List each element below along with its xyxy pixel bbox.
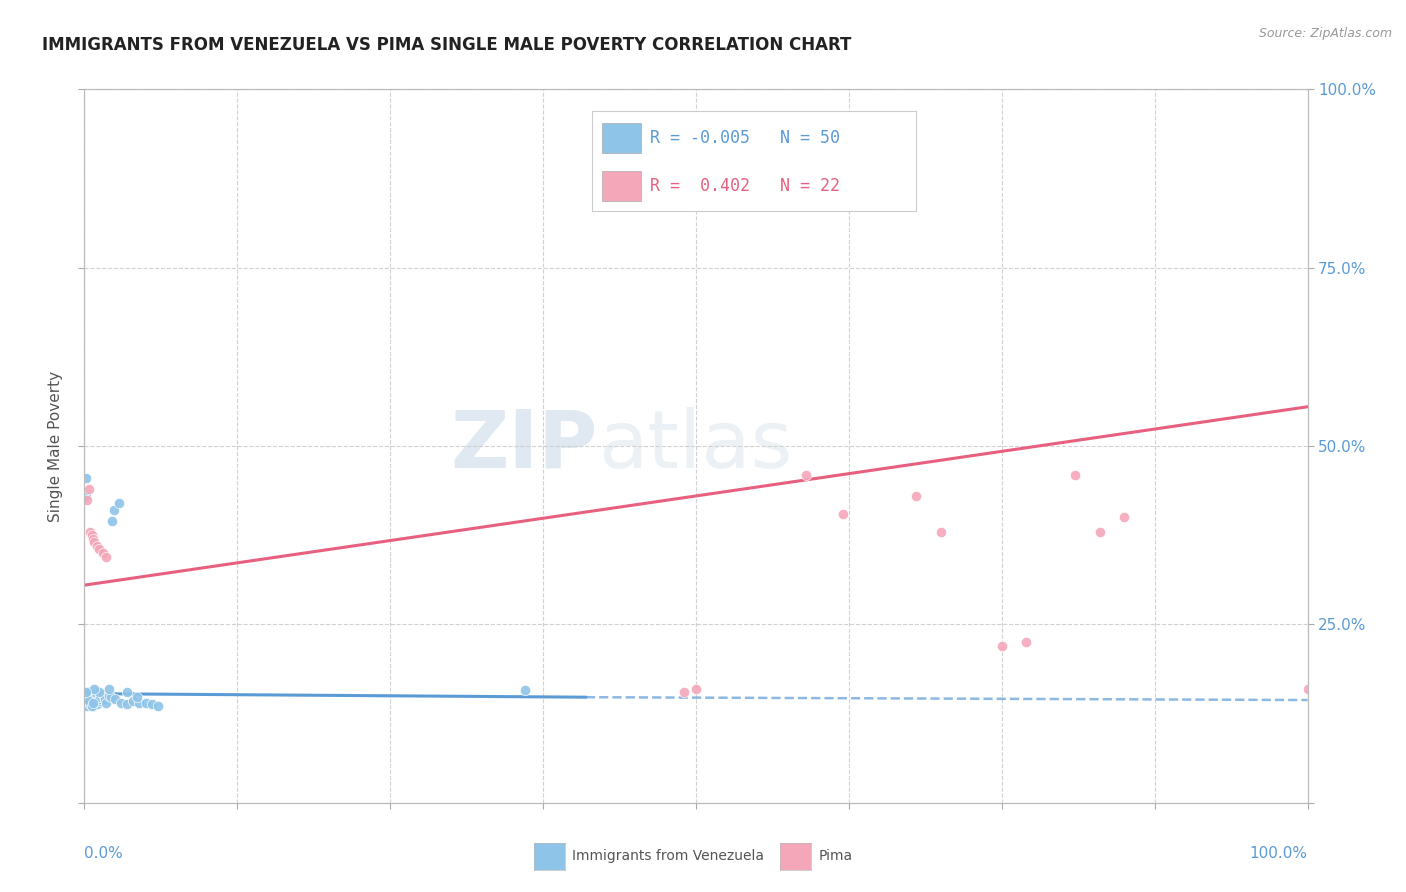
Point	[107, 496, 129, 510]
Point	[97, 689, 120, 703]
Point	[685, 681, 707, 696]
Point	[91, 546, 114, 560]
Point	[128, 696, 150, 710]
Point	[94, 692, 117, 706]
Point	[77, 482, 100, 496]
Point	[929, 524, 952, 539]
Point	[672, 685, 695, 699]
Point	[96, 696, 118, 710]
Point	[91, 687, 114, 701]
Y-axis label: Single Male Poverty: Single Male Poverty	[48, 370, 63, 522]
Point	[115, 698, 138, 712]
Point	[1114, 510, 1136, 524]
Point	[87, 694, 110, 708]
Point	[125, 690, 148, 705]
Point	[77, 696, 100, 710]
Point	[76, 685, 98, 699]
Point	[82, 696, 104, 710]
Point	[77, 692, 100, 706]
Point	[77, 685, 100, 699]
Point	[104, 692, 127, 706]
Point	[1015, 635, 1038, 649]
Point	[101, 514, 124, 528]
Text: Source: ZipAtlas.com: Source: ZipAtlas.com	[1258, 27, 1392, 40]
Point	[80, 696, 103, 710]
Point	[87, 542, 110, 557]
Point	[77, 698, 100, 712]
Point	[86, 698, 108, 712]
Text: atlas: atlas	[598, 407, 793, 485]
Point	[100, 690, 122, 705]
Point	[82, 699, 104, 714]
Point	[122, 694, 145, 708]
Point	[991, 639, 1014, 653]
Point	[75, 692, 97, 706]
Point	[75, 471, 97, 485]
Text: Immigrants from Venezuela: Immigrants from Venezuela	[572, 849, 765, 863]
Point	[1088, 524, 1111, 539]
Point	[84, 696, 107, 710]
Point	[76, 694, 98, 708]
Point	[831, 507, 853, 521]
Text: IMMIGRANTS FROM VENEZUELA VS PIMA SINGLE MALE POVERTY CORRELATION CHART: IMMIGRANTS FROM VENEZUELA VS PIMA SINGLE…	[42, 36, 852, 54]
Point	[75, 696, 97, 710]
Point	[96, 549, 118, 564]
Point	[80, 528, 103, 542]
Point	[110, 696, 132, 710]
Point	[75, 685, 97, 699]
Point	[135, 696, 157, 710]
Point	[103, 503, 125, 517]
Text: 100.0%: 100.0%	[1250, 846, 1308, 861]
Point	[93, 690, 115, 705]
Point	[513, 683, 536, 698]
Point	[794, 467, 817, 482]
Text: ZIP: ZIP	[451, 407, 598, 485]
Point	[1064, 467, 1087, 482]
Point	[141, 698, 163, 712]
Point	[83, 681, 105, 696]
Point	[115, 685, 138, 699]
Point	[76, 492, 98, 507]
Point	[87, 685, 110, 699]
Text: 0.0%: 0.0%	[84, 846, 124, 861]
Point	[75, 489, 97, 503]
Point	[79, 692, 101, 706]
Point	[80, 699, 103, 714]
Point	[79, 524, 101, 539]
Point	[82, 532, 104, 546]
Point	[83, 535, 105, 549]
Point	[86, 539, 108, 553]
Point	[77, 694, 100, 708]
Point	[1296, 681, 1319, 696]
Point	[87, 692, 110, 706]
Point	[146, 699, 169, 714]
Point	[75, 699, 97, 714]
Point	[97, 681, 120, 696]
Point	[83, 692, 105, 706]
Point	[905, 489, 928, 503]
Point	[79, 698, 101, 712]
Text: Pima: Pima	[818, 849, 852, 863]
Point	[77, 696, 100, 710]
Point	[89, 690, 111, 705]
Point	[76, 696, 98, 710]
